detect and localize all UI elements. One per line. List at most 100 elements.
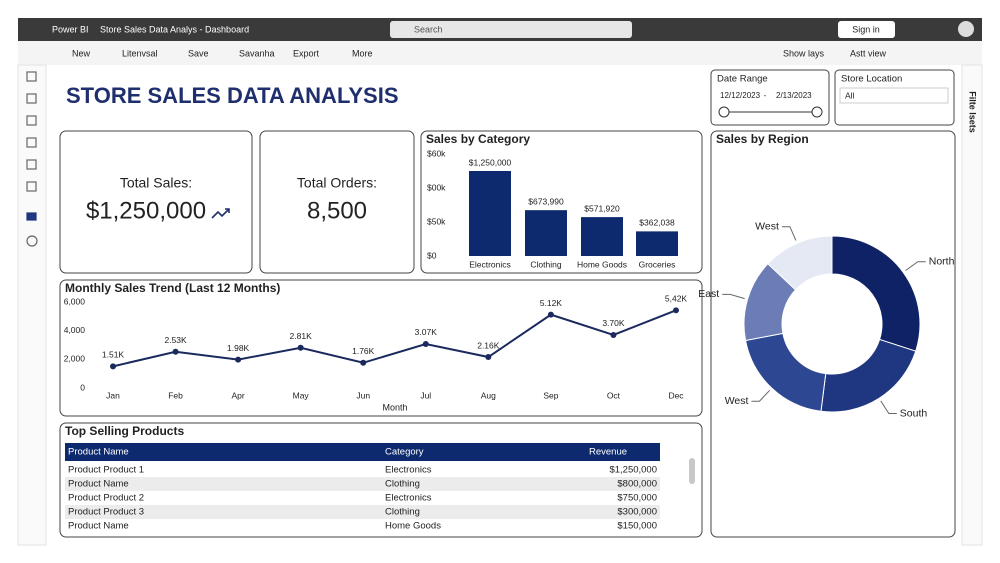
column-header[interactable]: Revenue [589, 447, 627, 458]
table-cell: $150,000 [617, 521, 657, 532]
data-label: $571,920 [584, 203, 620, 213]
filter-value: 12/12/2023 [720, 91, 761, 100]
point[interactable] [610, 331, 617, 338]
x-tick-label: Home Goods [577, 259, 627, 269]
bar[interactable] [636, 231, 678, 256]
leader-line [781, 226, 797, 241]
point[interactable] [235, 356, 242, 363]
point[interactable] [110, 363, 116, 370]
filter-value: 2/13/2023 [776, 91, 812, 100]
page-title: STORE SALES DATA ANALYSIS [66, 83, 399, 108]
data-label: 2.81K [290, 331, 313, 341]
nav-icons[interactable] [26, 71, 38, 247]
kpi-value: 8,500 [307, 197, 367, 224]
toolbar-item[interactable]: Savanha [239, 48, 275, 58]
chart-title: Sales by Region [716, 132, 809, 146]
data-label: 2.53K [164, 335, 187, 345]
slider-handle[interactable] [718, 106, 730, 118]
toolbar-item[interactable]: Litenvsal [122, 48, 158, 58]
app-name: Power BI [52, 24, 89, 34]
data-label: 5.12K [540, 298, 563, 308]
point[interactable] [673, 307, 679, 314]
sign-in[interactable]: Sign in [852, 24, 880, 34]
bar[interactable] [469, 171, 511, 256]
column-header[interactable]: Product Name [68, 447, 129, 458]
table-cell: Electronics [385, 493, 432, 504]
avatar[interactable] [958, 21, 974, 37]
filter-value: - [764, 91, 767, 100]
slice-label: West [725, 395, 749, 407]
data-label: $362,038 [639, 218, 675, 228]
table-cell: Product Product 3 [68, 507, 144, 518]
leader-line [751, 389, 771, 402]
data-label: 1.98K [227, 343, 250, 353]
column-header[interactable]: Category [385, 447, 424, 458]
table-cell: $800,000 [617, 479, 657, 490]
table-cell: $300,000 [617, 507, 657, 518]
toolbar-item[interactable]: New [72, 48, 91, 58]
data-label: 5,42K [665, 294, 688, 304]
table-cell: $1,250,000 [609, 465, 657, 476]
table-cell: Electronics [385, 465, 432, 476]
table-title: Top Selling Products [65, 424, 184, 438]
toolbar-item[interactable]: Astt view [850, 48, 887, 58]
x-tick-label: Feb [168, 390, 183, 400]
point[interactable] [360, 359, 367, 366]
table-cell: Product Name [68, 479, 129, 490]
toolbar-item[interactable]: More [352, 48, 373, 58]
table-cell: Clothing [385, 479, 420, 490]
doc-name: Store Sales Data Analys - Dashboard [100, 24, 249, 34]
x-tick-label: Aug [481, 390, 496, 400]
table-cell: $750,000 [617, 493, 657, 504]
y-tick-label: 0 [80, 382, 85, 392]
slice-label: East [698, 288, 719, 300]
x-tick-label: May [293, 390, 310, 400]
slice-label: North [929, 255, 955, 267]
search-box[interactable] [390, 21, 632, 38]
y-tick-label: 4,000 [64, 325, 86, 335]
trend-icon [211, 208, 230, 219]
line [112, 309, 677, 368]
y-tick-label: $60k [427, 148, 446, 158]
x-tick-label: Electronics [469, 259, 511, 269]
slice[interactable] [831, 235, 921, 352]
table-cell: Product Name [68, 521, 129, 532]
point[interactable] [485, 354, 492, 361]
x-tick-label: Oct [607, 390, 621, 400]
filter-value[interactable]: All [845, 90, 855, 100]
data-label: $673,990 [528, 196, 564, 206]
table-cell: Product Product 2 [68, 493, 144, 504]
dropdown[interactable] [839, 87, 949, 104]
slice[interactable] [767, 235, 833, 291]
point[interactable] [297, 344, 304, 351]
filters-pane-label[interactable]: Filte lsets [968, 91, 978, 133]
slice-label: West [755, 220, 779, 232]
point[interactable] [172, 348, 179, 355]
data-label: 3.70K [602, 318, 625, 328]
x-tick-label: Jan [106, 390, 120, 400]
search-text[interactable]: Search [414, 24, 443, 34]
sign-in-button[interactable] [838, 21, 895, 38]
bar[interactable] [525, 210, 567, 256]
chart-title: Monthly Sales Trend (Last 12 Months) [65, 281, 280, 295]
left-nav [17, 64, 47, 546]
row-stripe [65, 505, 660, 519]
point[interactable] [422, 340, 429, 347]
x-tick-label: Dec [668, 390, 684, 400]
point[interactable] [547, 311, 554, 318]
table-cell: Clothing [385, 507, 420, 518]
scrollbar[interactable] [689, 458, 695, 484]
toolbar-item[interactable]: Export [293, 48, 320, 58]
slider-handle[interactable] [811, 106, 823, 118]
y-tick-label: 6,000 [64, 296, 86, 306]
table-header [65, 443, 660, 461]
filter-label: Store Location [841, 74, 902, 85]
toolbar-item[interactable]: Save [188, 48, 209, 58]
toolbar-item[interactable]: Show lays [783, 48, 825, 58]
filters-pane[interactable] [961, 64, 983, 546]
leader-line [905, 261, 926, 271]
bar[interactable] [581, 217, 623, 256]
x-tick-label: Sep [543, 390, 558, 400]
y-tick-label: $00k [427, 182, 446, 192]
